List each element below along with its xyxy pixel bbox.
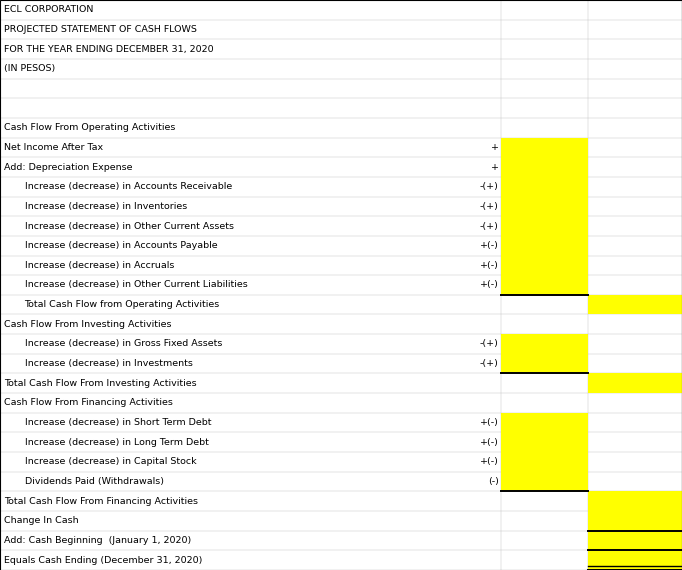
- Bar: [501, 137, 588, 157]
- Bar: [501, 452, 588, 472]
- Text: Add: Depreciation Expense: Add: Depreciation Expense: [4, 162, 132, 172]
- Text: ECL CORPORATION: ECL CORPORATION: [4, 5, 93, 14]
- Text: -(+): -(+): [479, 340, 499, 348]
- Text: +(-): +(-): [479, 241, 499, 250]
- Text: -(+): -(+): [479, 182, 499, 191]
- Text: Increase (decrease) in Other Current Liabilities: Increase (decrease) in Other Current Lia…: [25, 280, 248, 290]
- Text: Equals Cash Ending (December 31, 2020): Equals Cash Ending (December 31, 2020): [4, 556, 203, 565]
- Text: Increase (decrease) in Capital Stock: Increase (decrease) in Capital Stock: [25, 457, 196, 466]
- Bar: [588, 531, 682, 551]
- Bar: [501, 216, 588, 236]
- Bar: [501, 413, 588, 433]
- Text: Dividends Paid (Withdrawals): Dividends Paid (Withdrawals): [25, 477, 164, 486]
- Bar: [501, 334, 588, 354]
- Text: +(-): +(-): [479, 457, 499, 466]
- Text: -(+): -(+): [479, 359, 499, 368]
- Text: Increase (decrease) in Accounts Payable: Increase (decrease) in Accounts Payable: [25, 241, 217, 250]
- Bar: [588, 551, 682, 570]
- Text: +(-): +(-): [479, 438, 499, 447]
- Text: Increase (decrease) in Long Term Debt: Increase (decrease) in Long Term Debt: [25, 438, 209, 447]
- Bar: [501, 236, 588, 255]
- Text: Increase (decrease) in Inventories: Increase (decrease) in Inventories: [25, 202, 187, 211]
- Bar: [501, 275, 588, 295]
- Text: +(-): +(-): [479, 261, 499, 270]
- Text: Cash Flow From Financing Activities: Cash Flow From Financing Activities: [4, 398, 173, 408]
- Text: Increase (decrease) in Investments: Increase (decrease) in Investments: [25, 359, 192, 368]
- Bar: [501, 472, 588, 491]
- Text: PROJECTED STATEMENT OF CASH FLOWS: PROJECTED STATEMENT OF CASH FLOWS: [4, 25, 197, 34]
- Text: Increase (decrease) in Gross Fixed Assets: Increase (decrease) in Gross Fixed Asset…: [25, 340, 222, 348]
- Bar: [588, 511, 682, 531]
- Bar: [501, 354, 588, 373]
- Text: (IN PESOS): (IN PESOS): [4, 64, 55, 74]
- Text: Increase (decrease) in Accounts Receivable: Increase (decrease) in Accounts Receivab…: [25, 182, 232, 191]
- Bar: [588, 295, 682, 315]
- Text: +(-): +(-): [479, 418, 499, 427]
- Bar: [588, 373, 682, 393]
- Bar: [501, 433, 588, 452]
- Bar: [501, 255, 588, 275]
- Text: Total Cash Flow From Investing Activities: Total Cash Flow From Investing Activitie…: [4, 379, 196, 388]
- Bar: [501, 177, 588, 197]
- Text: -(+): -(+): [479, 222, 499, 230]
- Text: +: +: [490, 162, 499, 172]
- Bar: [501, 197, 588, 216]
- Text: Cash Flow From Operating Activities: Cash Flow From Operating Activities: [4, 123, 175, 132]
- Text: Increase (decrease) in Short Term Debt: Increase (decrease) in Short Term Debt: [25, 418, 211, 427]
- Text: +(-): +(-): [479, 280, 499, 290]
- Text: -(+): -(+): [479, 202, 499, 211]
- Text: +: +: [490, 143, 499, 152]
- Text: (-): (-): [488, 477, 499, 486]
- Text: Add: Cash Beginning  (January 1, 2020): Add: Cash Beginning (January 1, 2020): [4, 536, 192, 545]
- Text: Increase (decrease) in Accruals: Increase (decrease) in Accruals: [25, 261, 174, 270]
- Text: Total Cash Flow from Operating Activities: Total Cash Flow from Operating Activitie…: [25, 300, 220, 309]
- Text: Change In Cash: Change In Cash: [4, 516, 78, 526]
- Text: Total Cash Flow From Financing Activities: Total Cash Flow From Financing Activitie…: [4, 496, 198, 506]
- Text: Net Income After Tax: Net Income After Tax: [4, 143, 103, 152]
- Text: FOR THE YEAR ENDING DECEMBER 31, 2020: FOR THE YEAR ENDING DECEMBER 31, 2020: [4, 44, 213, 54]
- Text: Increase (decrease) in Other Current Assets: Increase (decrease) in Other Current Ass…: [25, 222, 233, 230]
- Bar: [501, 157, 588, 177]
- Text: Cash Flow From Investing Activities: Cash Flow From Investing Activities: [4, 320, 172, 329]
- Bar: [588, 491, 682, 511]
